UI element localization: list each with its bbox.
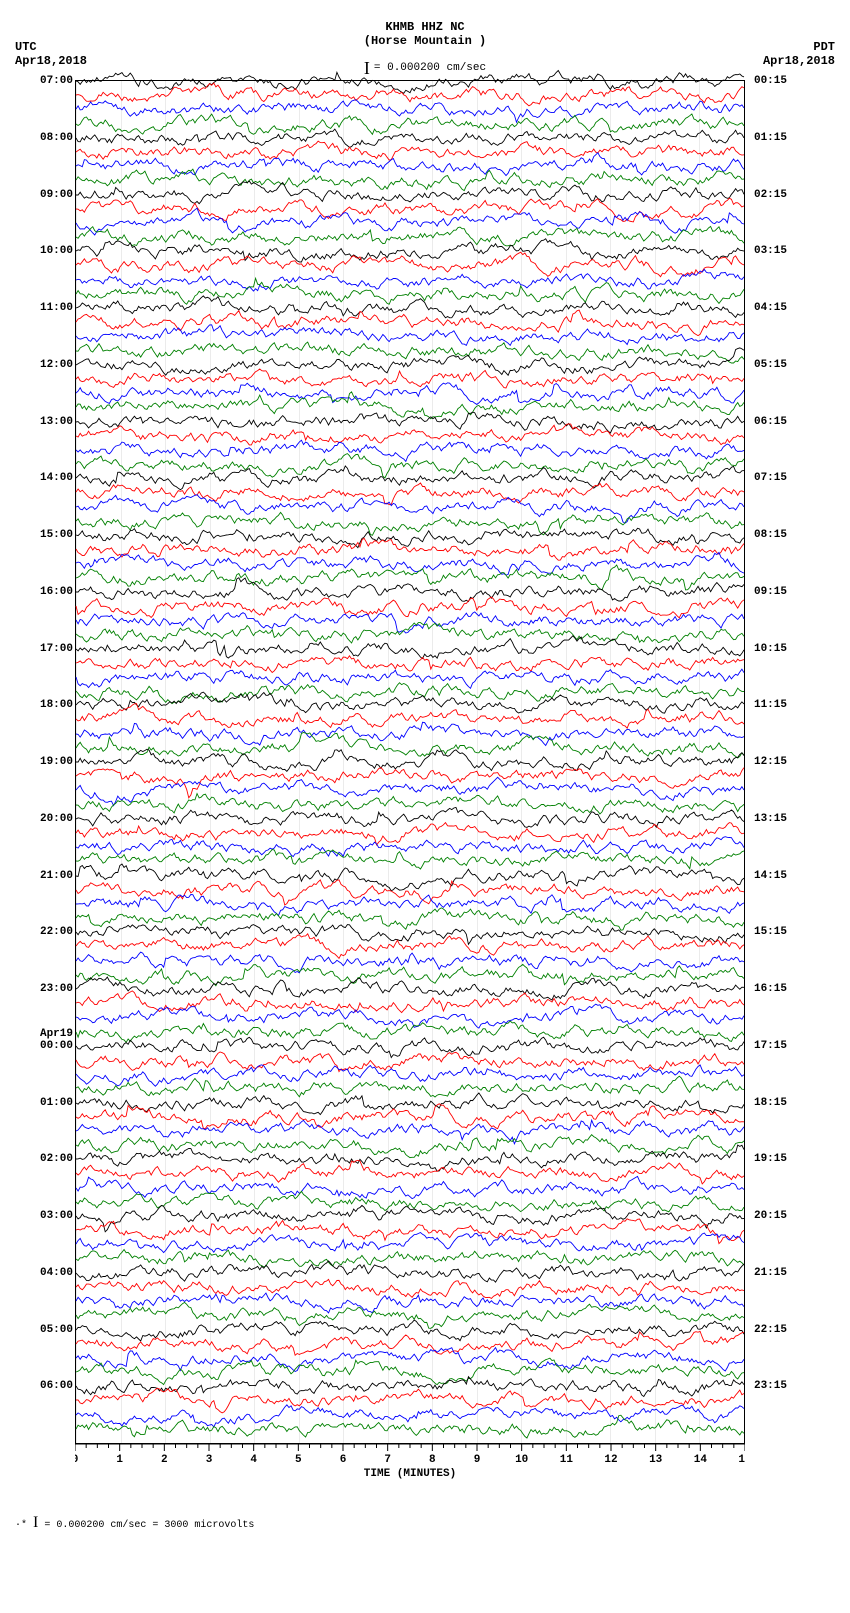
svg-text:1: 1 bbox=[116, 1454, 123, 1464]
pdt-time-label: 01:15 bbox=[754, 132, 787, 144]
title-left: UTC Apr18,2018 bbox=[15, 40, 87, 68]
utc-time-label: 12:00 bbox=[29, 359, 73, 371]
svg-text:9: 9 bbox=[474, 1454, 481, 1464]
utc-time-label: 16:00 bbox=[29, 586, 73, 598]
footer-text: = 0.000200 cm/sec = 3000 microvolts bbox=[44, 1520, 254, 1531]
x-axis-ticks: 0123456789101112131415 bbox=[75, 1444, 745, 1464]
svg-text:15: 15 bbox=[738, 1454, 745, 1464]
utc-time-label: 10:00 bbox=[29, 245, 73, 257]
pdt-time-label: 22:15 bbox=[754, 1324, 787, 1336]
trace-row bbox=[76, 1429, 744, 1443]
pdt-time-label: 04:15 bbox=[754, 302, 787, 314]
utc-time-label: 21:00 bbox=[29, 870, 73, 882]
header: KHMB HHZ NC (Horse Mountain ) UTC Apr18,… bbox=[10, 20, 840, 80]
left-date: Apr18,2018 bbox=[15, 54, 87, 68]
utc-time-label: 04:00 bbox=[29, 1267, 73, 1279]
svg-text:12: 12 bbox=[604, 1454, 617, 1464]
pdt-time-label: 18:15 bbox=[754, 1097, 787, 1109]
footer: ·* I = 0.000200 cm/sec = 3000 microvolts bbox=[15, 1514, 840, 1532]
svg-text:13: 13 bbox=[649, 1454, 663, 1464]
utc-time-label: 22:00 bbox=[29, 926, 73, 938]
left-tz: UTC bbox=[15, 40, 87, 54]
utc-time-label: 19:00 bbox=[29, 756, 73, 768]
utc-time-label: 09:00 bbox=[29, 189, 73, 201]
svg-text:6: 6 bbox=[340, 1454, 347, 1464]
station-name: (Horse Mountain ) bbox=[364, 34, 486, 48]
utc-time-label: 23:00 bbox=[29, 983, 73, 995]
svg-text:4: 4 bbox=[250, 1454, 257, 1464]
title-right: PDT Apr18,2018 bbox=[763, 40, 835, 68]
svg-text:14: 14 bbox=[694, 1454, 708, 1464]
pdt-time-label: 07:15 bbox=[754, 472, 787, 484]
pdt-time-label: 09:15 bbox=[754, 586, 787, 598]
svg-text:3: 3 bbox=[206, 1454, 213, 1464]
svg-text:11: 11 bbox=[560, 1454, 574, 1464]
pdt-time-label: 17:15 bbox=[754, 1040, 787, 1052]
pdt-time-label: 21:15 bbox=[754, 1267, 787, 1279]
svg-text:0: 0 bbox=[75, 1454, 78, 1464]
utc-time-label: 03:00 bbox=[29, 1210, 73, 1222]
utc-time-label: 18:00 bbox=[29, 699, 73, 711]
pdt-time-label: 00:15 bbox=[754, 75, 787, 87]
pdt-time-label: 19:15 bbox=[754, 1153, 787, 1165]
pdt-time-label: 20:15 bbox=[754, 1210, 787, 1222]
x-axis-label: TIME (MINUTES) bbox=[75, 1468, 745, 1480]
right-date: Apr18,2018 bbox=[763, 54, 835, 68]
pdt-time-label: 11:15 bbox=[754, 699, 787, 711]
utc-time-label: 11:00 bbox=[29, 302, 73, 314]
x-axis: 0123456789101112131415 TIME (MINUTES) bbox=[75, 1444, 745, 1484]
pdt-time-label: 03:15 bbox=[754, 245, 787, 257]
pdt-time-label: 10:15 bbox=[754, 643, 787, 655]
utc-time-label: 17:00 bbox=[29, 643, 73, 655]
station-code: KHMB HHZ NC bbox=[364, 20, 486, 34]
utc-time-label: 15:00 bbox=[29, 529, 73, 541]
utc-time-label: Apr1900:00 bbox=[29, 1028, 73, 1052]
plot-body: 07:0000:1508:0001:1509:0002:1510:0003:15… bbox=[75, 80, 745, 1444]
utc-time-label: 02:00 bbox=[29, 1153, 73, 1165]
plot-area: 07:0000:1508:0001:1509:0002:1510:0003:15… bbox=[30, 80, 820, 1484]
svg-text:7: 7 bbox=[384, 1454, 391, 1464]
utc-time-label: 20:00 bbox=[29, 813, 73, 825]
pdt-time-label: 08:15 bbox=[754, 529, 787, 541]
footer-prefix: ·* bbox=[15, 1520, 27, 1531]
utc-time-label: 13:00 bbox=[29, 416, 73, 428]
pdt-time-label: 05:15 bbox=[754, 359, 787, 371]
seismogram-container: KHMB HHZ NC (Horse Mountain ) UTC Apr18,… bbox=[0, 0, 850, 1542]
utc-time-label: 01:00 bbox=[29, 1097, 73, 1109]
pdt-time-label: 06:15 bbox=[754, 416, 787, 428]
svg-text:2: 2 bbox=[161, 1454, 168, 1464]
utc-time-label: 08:00 bbox=[29, 132, 73, 144]
pdt-time-label: 02:15 bbox=[754, 189, 787, 201]
pdt-time-label: 23:15 bbox=[754, 1380, 787, 1392]
utc-time-label: 06:00 bbox=[29, 1380, 73, 1392]
right-tz: PDT bbox=[763, 40, 835, 54]
svg-text:10: 10 bbox=[515, 1454, 528, 1464]
scale-bar-icon-footer: I bbox=[33, 1514, 38, 1531]
utc-time-label: 07:00 bbox=[29, 75, 73, 87]
pdt-time-label: 14:15 bbox=[754, 870, 787, 882]
pdt-time-label: 13:15 bbox=[754, 813, 787, 825]
svg-text:5: 5 bbox=[295, 1454, 302, 1464]
pdt-time-label: 12:15 bbox=[754, 756, 787, 768]
pdt-time-label: 15:15 bbox=[754, 926, 787, 938]
utc-time-label: 14:00 bbox=[29, 472, 73, 484]
pdt-time-label: 16:15 bbox=[754, 983, 787, 995]
title-center: KHMB HHZ NC (Horse Mountain ) bbox=[364, 20, 486, 48]
utc-time-label: 05:00 bbox=[29, 1324, 73, 1336]
svg-text:8: 8 bbox=[429, 1454, 436, 1464]
seismic-trace bbox=[76, 1421, 744, 1437]
scale-bar-icon: I bbox=[364, 63, 370, 73]
